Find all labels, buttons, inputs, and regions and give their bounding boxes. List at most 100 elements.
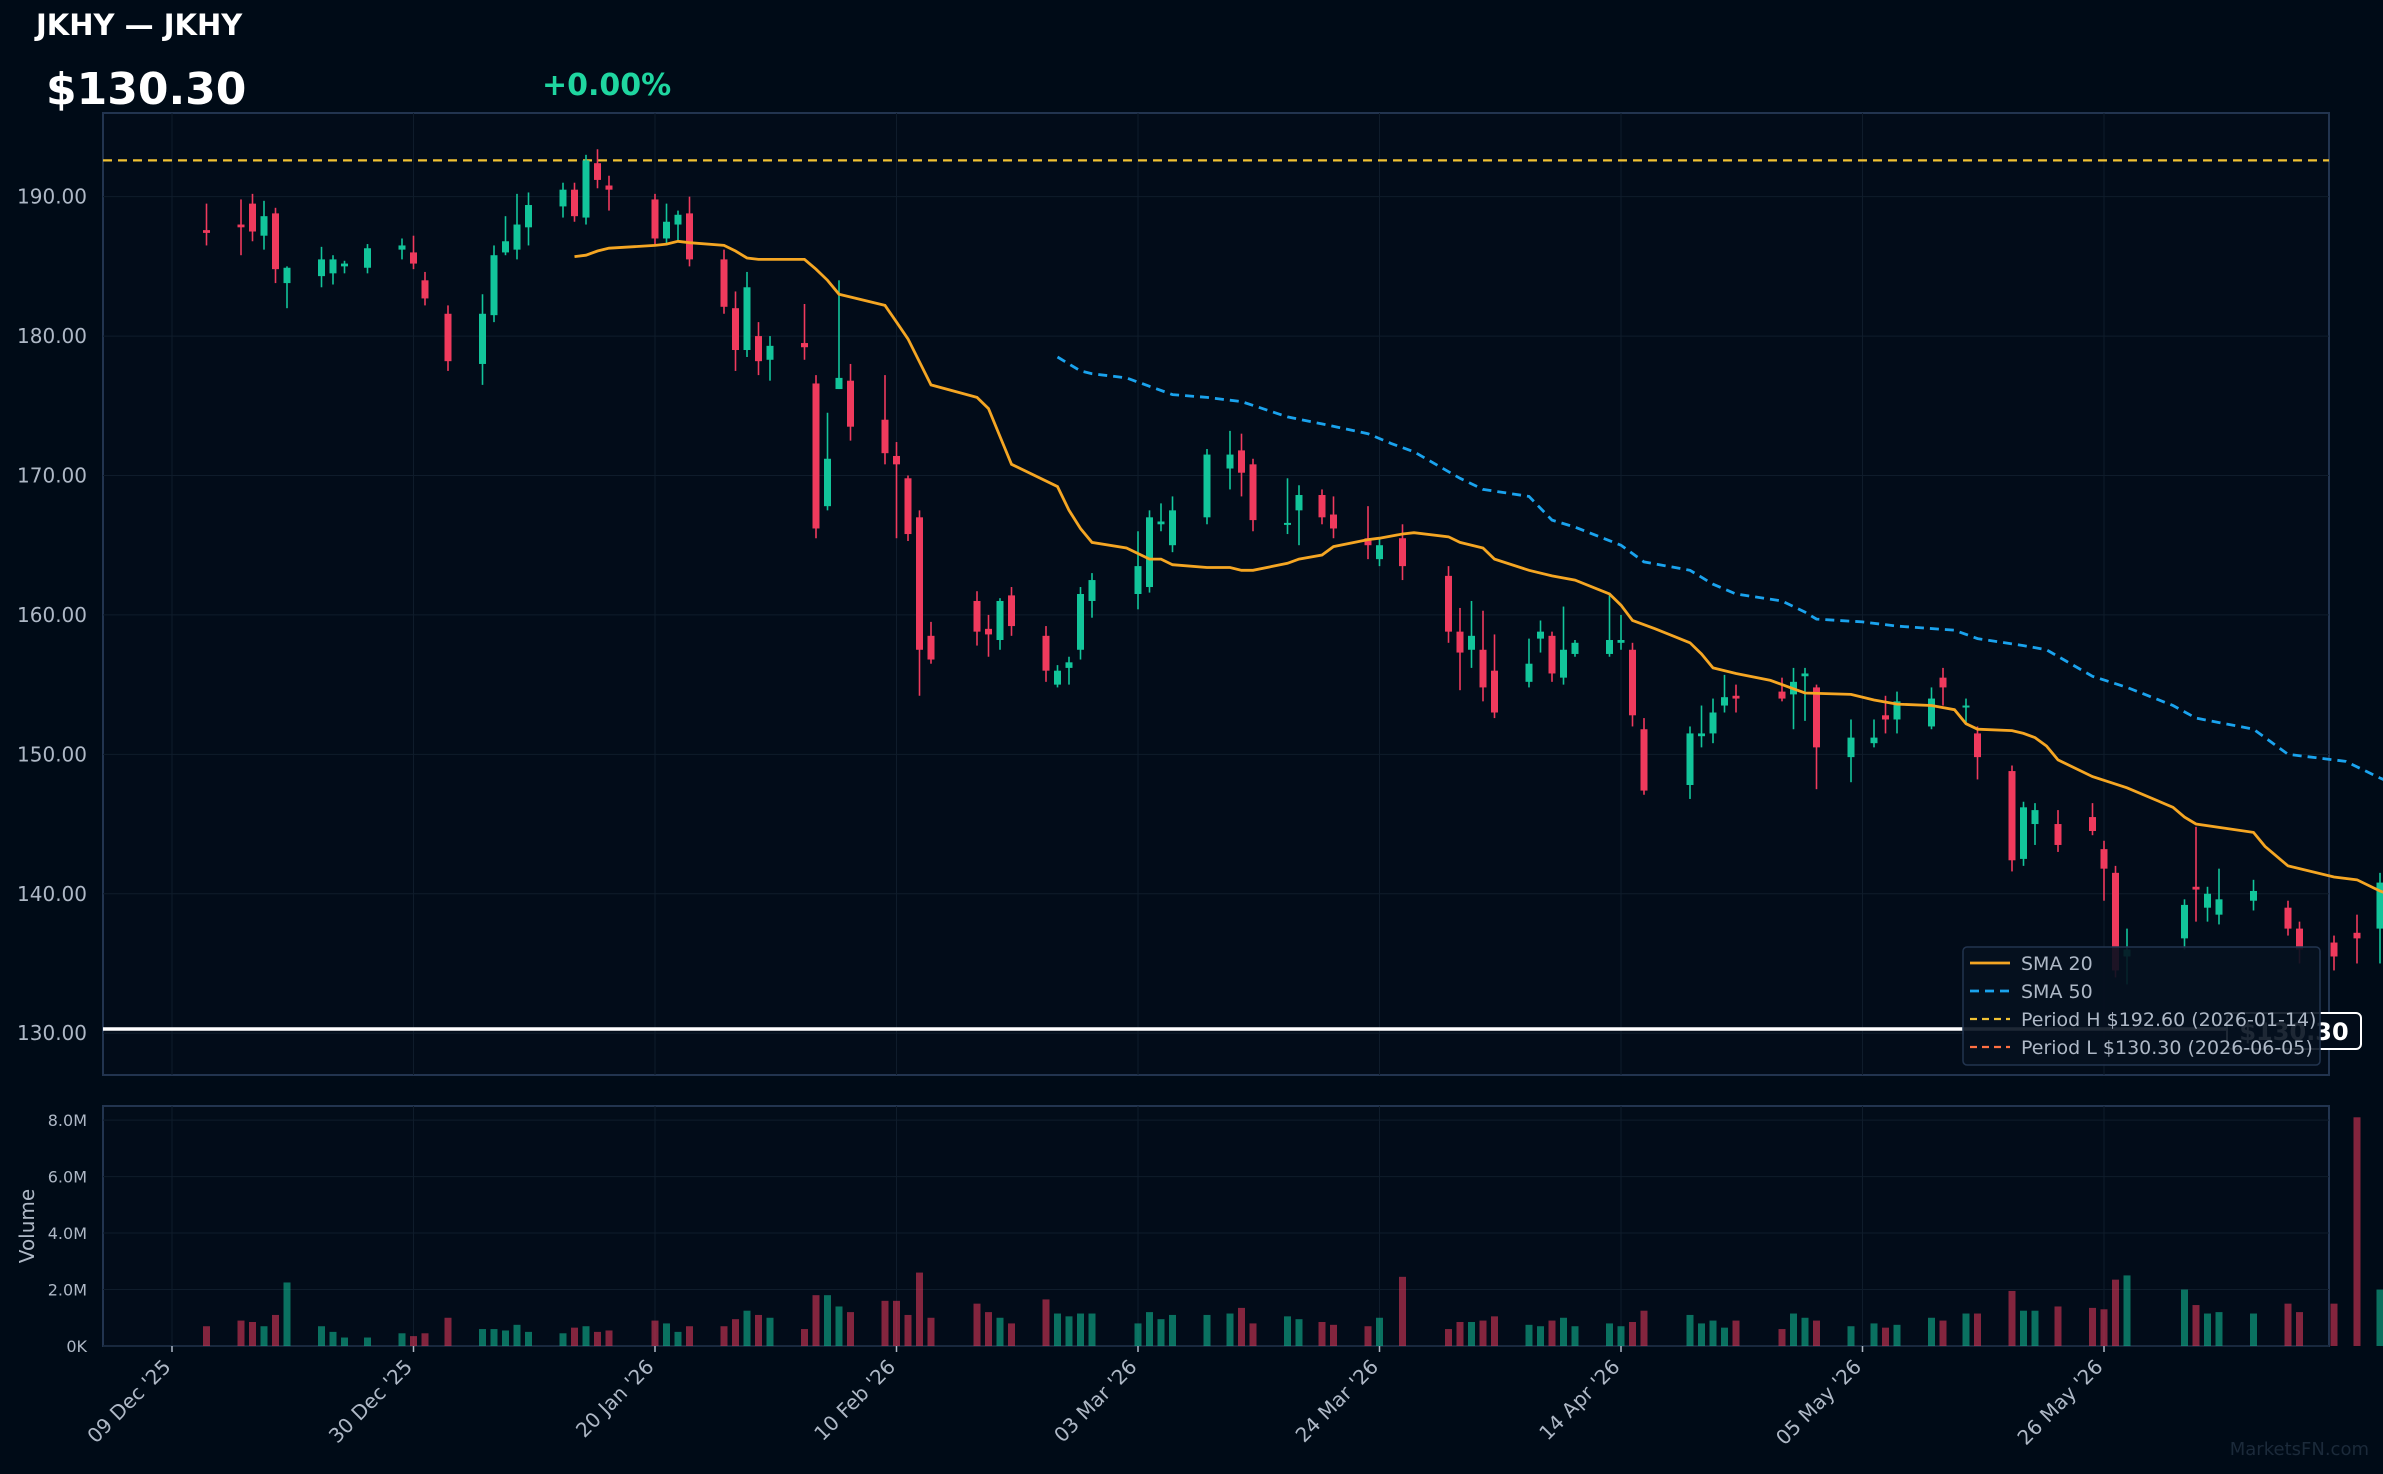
candle-body	[2296, 928, 2303, 950]
candle-body	[686, 213, 693, 260]
price-tick-label: 150.00	[17, 742, 87, 766]
candle-body	[1974, 733, 1981, 758]
candle-body	[1928, 698, 1935, 727]
candle-body	[2112, 872, 2119, 971]
volume-bar	[1284, 1316, 1291, 1346]
volume-bar	[2215, 1312, 2223, 1346]
candle-body	[1065, 662, 1073, 668]
candle-body	[893, 455, 900, 465]
volume-bar	[1640, 1310, 1648, 1346]
volume-axis: 8.0M 6.0M 4.0M 2.0M 0K	[48, 1111, 88, 1356]
volume-bar	[801, 1329, 808, 1346]
candle-body	[812, 383, 820, 529]
volume-bar	[1491, 1316, 1498, 1346]
candle-body	[249, 203, 256, 232]
candle-body	[985, 628, 992, 635]
volume-bar	[1456, 1322, 1464, 1346]
price-change: +0.00%	[542, 68, 672, 103]
price-tick-label: 160.00	[17, 603, 87, 627]
candle-body	[1571, 642, 1579, 654]
candle-body	[2192, 886, 2200, 890]
volume-bars	[203, 1117, 2383, 1346]
volume-bar	[1939, 1320, 1947, 1346]
candle-body	[1376, 545, 1383, 560]
date-tick-label: 24 Mar '26	[1291, 1355, 1384, 1448]
volume-bar	[2192, 1305, 2200, 1346]
volume-bar	[893, 1300, 900, 1346]
volume-bar	[1847, 1326, 1855, 1346]
volume-bar	[2031, 1310, 2039, 1346]
candle-body	[1606, 640, 1613, 654]
candle-body	[1537, 631, 1544, 639]
grid-lines	[103, 113, 2329, 1347]
date-tick-label: 09 Dec '25	[82, 1355, 175, 1448]
volume-bar	[824, 1295, 831, 1346]
candle-body	[1479, 649, 1487, 688]
candlesticks	[203, 149, 2383, 985]
volume-bar	[1571, 1326, 1579, 1346]
volume-bar	[1468, 1322, 1475, 1346]
candle-body	[1456, 631, 1464, 653]
candle-body	[927, 635, 935, 660]
volume-bar	[1801, 1317, 1809, 1346]
legend-period-low: Period L $130.30 (2026-06-05)	[2021, 1037, 2313, 1059]
candle-body	[1813, 687, 1820, 748]
volume-bar	[1928, 1317, 1935, 1346]
candle-body	[490, 255, 498, 316]
candle-body	[2089, 817, 2096, 832]
candle-body	[973, 600, 981, 632]
date-tick-label: 14 Apr '26	[1534, 1355, 1624, 1445]
candle-body	[2020, 807, 2027, 859]
price-panel	[102, 112, 2330, 1076]
volume-bar	[1088, 1313, 1096, 1346]
candle-body	[801, 343, 808, 348]
date-tick-label: 20 Jan '26	[571, 1355, 659, 1443]
date-tick-label: 05 May '26	[1771, 1355, 1866, 1450]
candle-body	[1134, 566, 1142, 594]
price-tick-label: 140.00	[17, 882, 87, 906]
candle-body	[720, 259, 728, 307]
date-axis: 09 Dec '25 30 Dec '25 20 Jan '26 10 Feb '26…	[82, 1346, 2108, 1450]
candle-body	[2330, 942, 2338, 957]
candle-body	[605, 185, 613, 190]
legend-sma20: SMA 20	[2021, 953, 2093, 975]
candle-body	[2376, 882, 2383, 929]
volume-bar	[1295, 1319, 1303, 1346]
price-axis: 190.00 180.00 170.00 160.00 150.00 140.00 130.…	[17, 185, 87, 1046]
volume-bar	[1629, 1322, 1636, 1346]
candle-body	[1364, 538, 1372, 546]
candle-body	[674, 214, 682, 225]
candle-body	[847, 380, 854, 427]
candle-body	[755, 336, 762, 362]
candle-body	[1468, 635, 1475, 650]
candle-body	[835, 377, 843, 390]
candle-body	[1399, 538, 1406, 567]
volume-bar	[1525, 1324, 1533, 1346]
candle-body	[341, 263, 348, 267]
candle-body	[421, 280, 429, 299]
volume-bar	[260, 1326, 268, 1346]
legend-sma50: SMA 50	[2021, 981, 2093, 1003]
candle-body	[203, 230, 210, 233]
date-tick-label: 10 Feb '26	[809, 1355, 900, 1446]
volume-bar	[329, 1331, 337, 1346]
candle-body	[237, 224, 245, 228]
candle-body	[1295, 495, 1303, 511]
volume-bar	[720, 1326, 728, 1346]
candle-body	[1893, 701, 1901, 720]
volume-bar	[1617, 1326, 1625, 1346]
candle-body	[916, 517, 923, 650]
candle-body	[1146, 517, 1153, 588]
volume-tick-label: 0K	[66, 1337, 87, 1356]
candle-body	[582, 160, 590, 218]
candle-body	[732, 308, 739, 351]
volume-bar	[1686, 1314, 1694, 1346]
candle-body	[1284, 522, 1291, 525]
candle-body	[1042, 635, 1050, 671]
candle-body	[1617, 640, 1625, 643]
candle-body	[2100, 849, 2108, 869]
volume-bar	[1157, 1319, 1165, 1346]
volume-bar	[318, 1326, 325, 1346]
volume-bar	[812, 1295, 820, 1346]
